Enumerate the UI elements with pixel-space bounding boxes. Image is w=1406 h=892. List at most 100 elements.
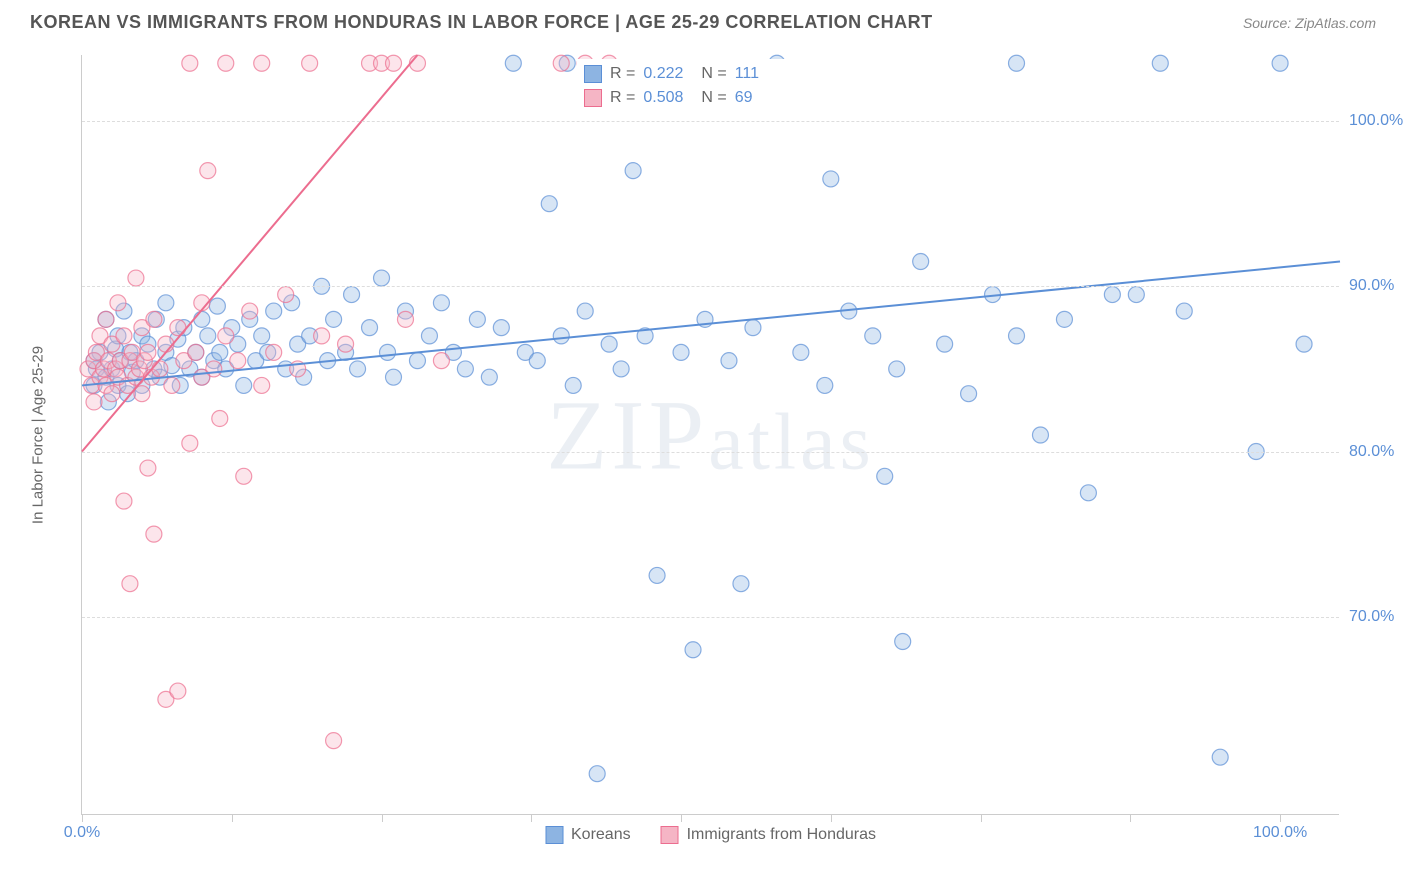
legend-swatch bbox=[545, 826, 563, 844]
legend-swatch bbox=[584, 65, 602, 83]
scatter-point bbox=[823, 171, 839, 187]
scatter-point bbox=[314, 328, 330, 344]
scatter-point bbox=[146, 526, 162, 542]
chart-title: KOREAN VS IMMIGRANTS FROM HONDURAS IN LA… bbox=[30, 12, 933, 33]
scatter-point bbox=[745, 320, 761, 336]
scatter-point bbox=[164, 377, 180, 393]
n-label: N = bbox=[701, 62, 726, 86]
x-tick bbox=[831, 814, 832, 822]
legend-label: Koreans bbox=[571, 826, 631, 844]
scatter-point bbox=[170, 320, 186, 336]
chart-container: KOREAN VS IMMIGRANTS FROM HONDURAS IN LA… bbox=[0, 0, 1406, 892]
y-tick-label: 100.0% bbox=[1349, 112, 1406, 130]
scatter-point bbox=[1152, 55, 1168, 71]
scatter-point bbox=[209, 298, 225, 314]
scatter-point bbox=[1176, 303, 1192, 319]
scatter-point bbox=[200, 163, 216, 179]
x-tick bbox=[1280, 814, 1281, 822]
legend-item: Immigrants from Honduras bbox=[661, 826, 876, 844]
scatter-point bbox=[457, 361, 473, 377]
scatter-point bbox=[577, 303, 593, 319]
n-label: N = bbox=[701, 86, 726, 110]
scatter-point bbox=[194, 311, 210, 327]
gridline bbox=[82, 121, 1339, 122]
x-tick bbox=[232, 814, 233, 822]
legend-correlation: R =0.222N =111R =0.508N =69 bbox=[577, 59, 792, 113]
source-label: Source: ZipAtlas.com bbox=[1243, 15, 1376, 31]
scatter-point bbox=[254, 55, 270, 71]
scatter-point bbox=[218, 55, 234, 71]
gridline bbox=[82, 617, 1339, 618]
scatter-point bbox=[170, 683, 186, 699]
scatter-point bbox=[362, 320, 378, 336]
scatter-point bbox=[110, 295, 126, 311]
x-tick bbox=[981, 814, 982, 822]
x-tick bbox=[82, 814, 83, 822]
x-tick bbox=[531, 814, 532, 822]
legend-swatch bbox=[584, 89, 602, 107]
scatter-point bbox=[433, 295, 449, 311]
scatter-point bbox=[302, 55, 318, 71]
x-tick-label: 0.0% bbox=[64, 824, 100, 842]
r-value: 0.222 bbox=[643, 62, 693, 86]
scatter-point bbox=[793, 344, 809, 360]
scatter-point bbox=[86, 394, 102, 410]
scatter-point bbox=[565, 377, 581, 393]
scatter-point bbox=[553, 55, 569, 71]
scatter-point bbox=[613, 361, 629, 377]
legend-row: R =0.222N =111 bbox=[584, 62, 785, 86]
scatter-point bbox=[889, 361, 905, 377]
r-label: R = bbox=[610, 62, 635, 86]
scatter-point bbox=[685, 642, 701, 658]
scatter-point bbox=[230, 353, 246, 369]
trend-line bbox=[82, 55, 417, 452]
scatter-point bbox=[266, 303, 282, 319]
scatter-point bbox=[386, 369, 402, 385]
scatter-point bbox=[1032, 427, 1048, 443]
scatter-point bbox=[380, 344, 396, 360]
scatter-point bbox=[158, 336, 174, 352]
x-tick bbox=[382, 814, 383, 822]
scatter-point bbox=[937, 336, 953, 352]
scatter-point bbox=[409, 55, 425, 71]
scatter-point bbox=[1296, 336, 1312, 352]
legend-series: Koreans Immigrants from Honduras bbox=[545, 826, 876, 844]
scatter-point bbox=[865, 328, 881, 344]
gridline bbox=[82, 452, 1339, 453]
scatter-point bbox=[212, 410, 228, 426]
scatter-point bbox=[212, 344, 228, 360]
scatter-point bbox=[278, 287, 294, 303]
n-value: 69 bbox=[735, 86, 785, 110]
scatter-point bbox=[1080, 485, 1096, 501]
scatter-point bbox=[397, 311, 413, 327]
scatter-point bbox=[344, 287, 360, 303]
scatter-point bbox=[206, 361, 222, 377]
legend-row: R =0.508N =69 bbox=[584, 86, 785, 110]
x-tick-label: 100.0% bbox=[1253, 824, 1307, 842]
scatter-point bbox=[601, 336, 617, 352]
scatter-point bbox=[98, 311, 114, 327]
scatter-point bbox=[218, 328, 234, 344]
scatter-point bbox=[338, 336, 354, 352]
plot-area: ZIPatlas R =0.222N =111R =0.508N =69 Kor… bbox=[81, 55, 1339, 815]
scatter-point bbox=[158, 295, 174, 311]
scatter-point bbox=[469, 311, 485, 327]
scatter-point bbox=[553, 328, 569, 344]
legend-swatch bbox=[661, 826, 679, 844]
scatter-point bbox=[1272, 55, 1288, 71]
scatter-point bbox=[817, 377, 833, 393]
scatter-point bbox=[877, 468, 893, 484]
y-tick-label: 70.0% bbox=[1349, 608, 1406, 626]
gridline bbox=[82, 286, 1339, 287]
plot-svg bbox=[82, 55, 1339, 814]
scatter-point bbox=[421, 328, 437, 344]
scatter-point bbox=[505, 55, 521, 71]
scatter-point bbox=[236, 468, 252, 484]
scatter-point bbox=[541, 196, 557, 212]
scatter-point bbox=[200, 328, 216, 344]
scatter-point bbox=[242, 303, 258, 319]
scatter-point bbox=[1104, 287, 1120, 303]
scatter-point bbox=[326, 311, 342, 327]
scatter-point bbox=[649, 567, 665, 583]
scatter-point bbox=[116, 493, 132, 509]
